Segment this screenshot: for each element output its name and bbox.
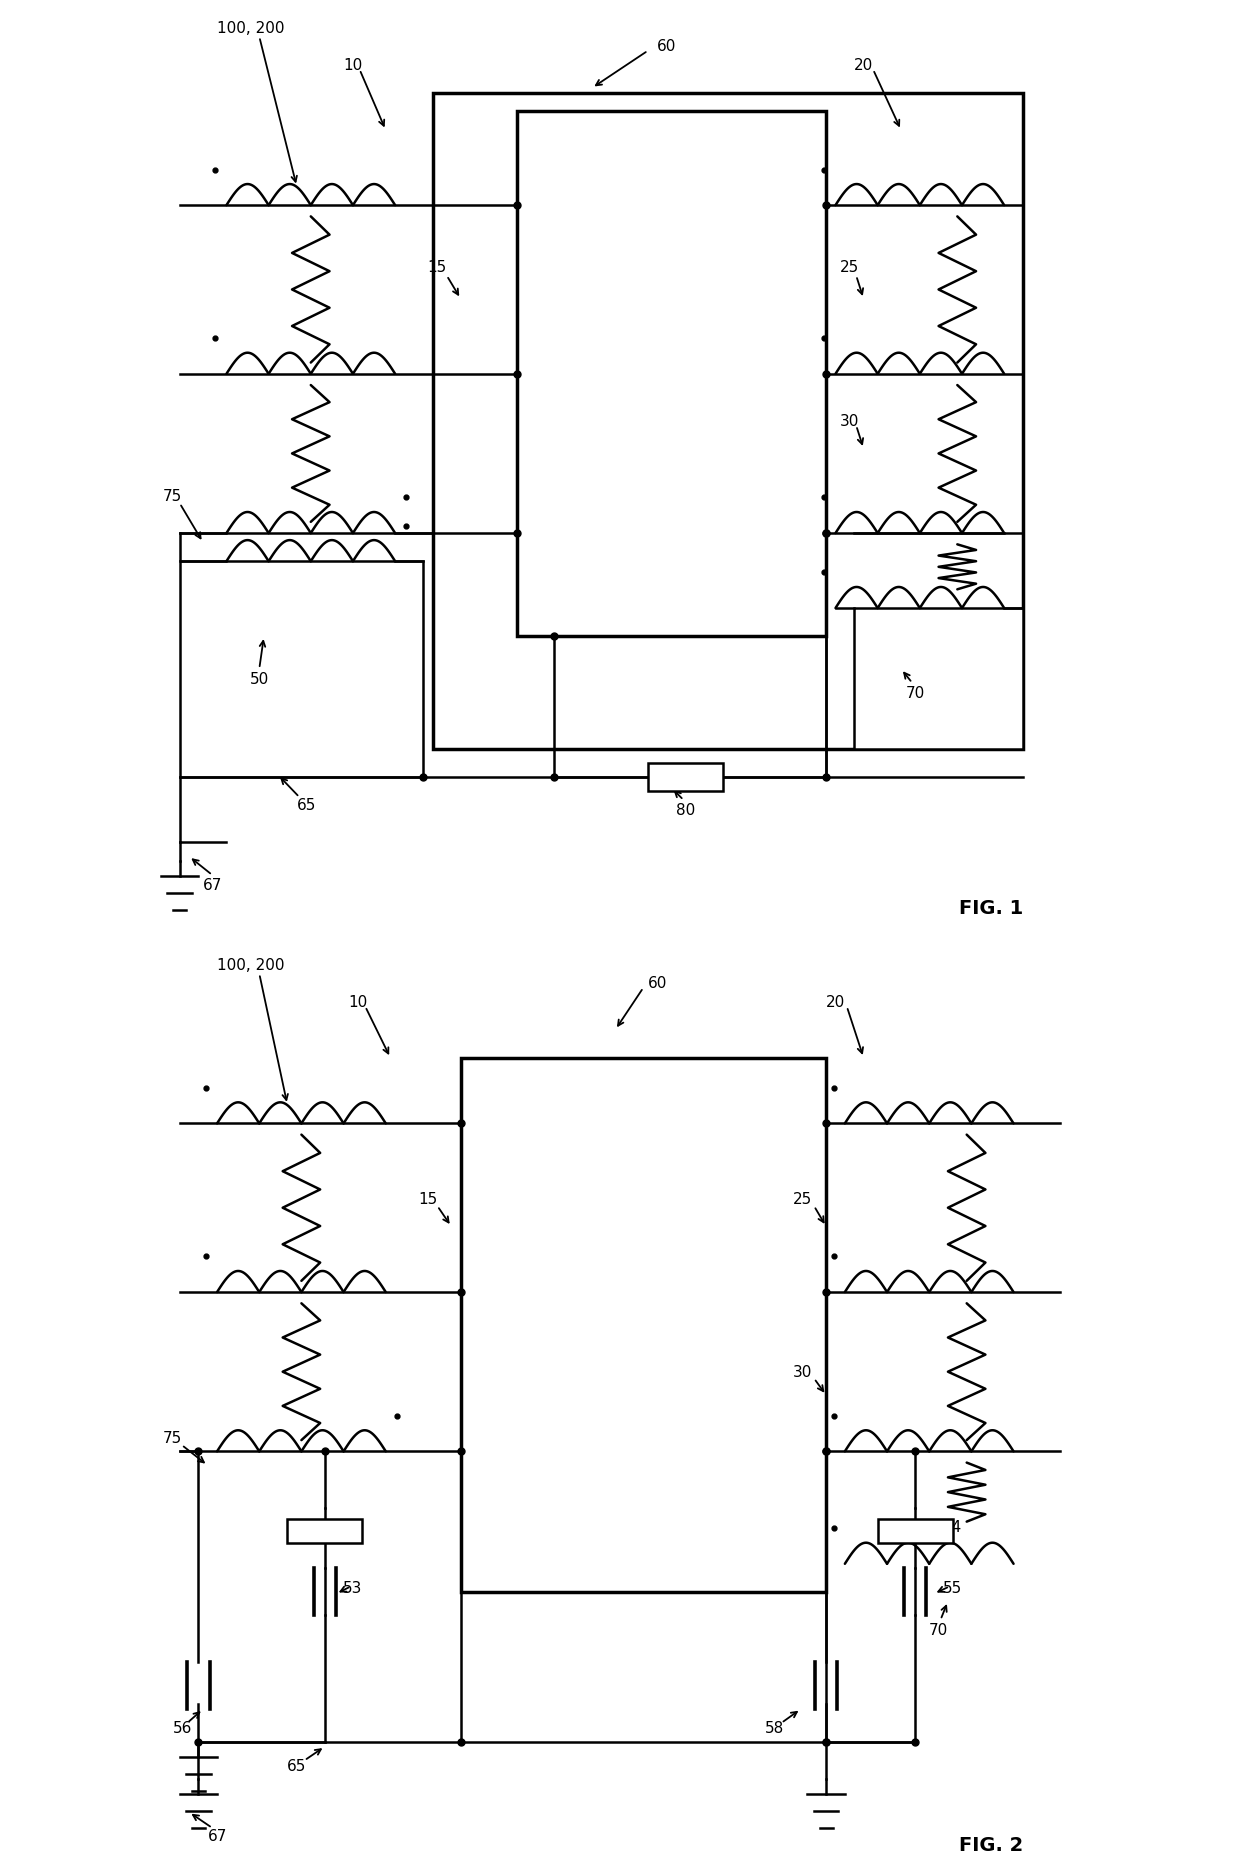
Bar xyxy=(461,1058,826,1592)
Text: 60: 60 xyxy=(657,39,677,54)
Text: 100, 200: 100, 200 xyxy=(217,21,285,36)
Text: 67: 67 xyxy=(207,1828,227,1843)
Text: 100, 200: 100, 200 xyxy=(217,957,285,972)
Text: 75: 75 xyxy=(162,489,182,504)
Text: 50: 50 xyxy=(249,671,269,687)
Text: 52: 52 xyxy=(343,1519,362,1534)
Text: FIG. 1: FIG. 1 xyxy=(959,899,1023,918)
Text: 55: 55 xyxy=(942,1579,962,1596)
Text: 10: 10 xyxy=(348,995,367,1010)
Text: 65: 65 xyxy=(286,1757,306,1774)
Text: 56: 56 xyxy=(172,1719,192,1736)
Text: 58: 58 xyxy=(765,1719,784,1736)
Text: 53: 53 xyxy=(343,1579,362,1596)
Text: 20: 20 xyxy=(826,995,846,1010)
Bar xyxy=(288,1519,362,1543)
Bar xyxy=(878,1519,952,1543)
Text: 65: 65 xyxy=(296,798,316,813)
Bar xyxy=(854,609,1023,749)
Bar xyxy=(433,94,1023,749)
Text: 80: 80 xyxy=(676,802,696,819)
Text: 15: 15 xyxy=(428,258,446,275)
Text: 30: 30 xyxy=(839,414,859,429)
Text: 75: 75 xyxy=(162,1429,182,1446)
Text: 10: 10 xyxy=(343,58,362,73)
Text: 54: 54 xyxy=(942,1519,962,1534)
Bar xyxy=(517,112,826,637)
Bar xyxy=(180,562,423,777)
Text: 15: 15 xyxy=(418,1191,438,1206)
Text: 60: 60 xyxy=(647,976,667,991)
Text: 70: 70 xyxy=(905,686,925,701)
Text: 30: 30 xyxy=(794,1364,812,1380)
Text: 20: 20 xyxy=(854,58,873,73)
Text: 25: 25 xyxy=(839,258,859,275)
Bar xyxy=(649,764,723,790)
Text: 25: 25 xyxy=(794,1191,812,1206)
Text: 70: 70 xyxy=(929,1622,949,1637)
Text: FIG. 2: FIG. 2 xyxy=(959,1836,1023,1854)
Text: 67: 67 xyxy=(202,877,222,893)
